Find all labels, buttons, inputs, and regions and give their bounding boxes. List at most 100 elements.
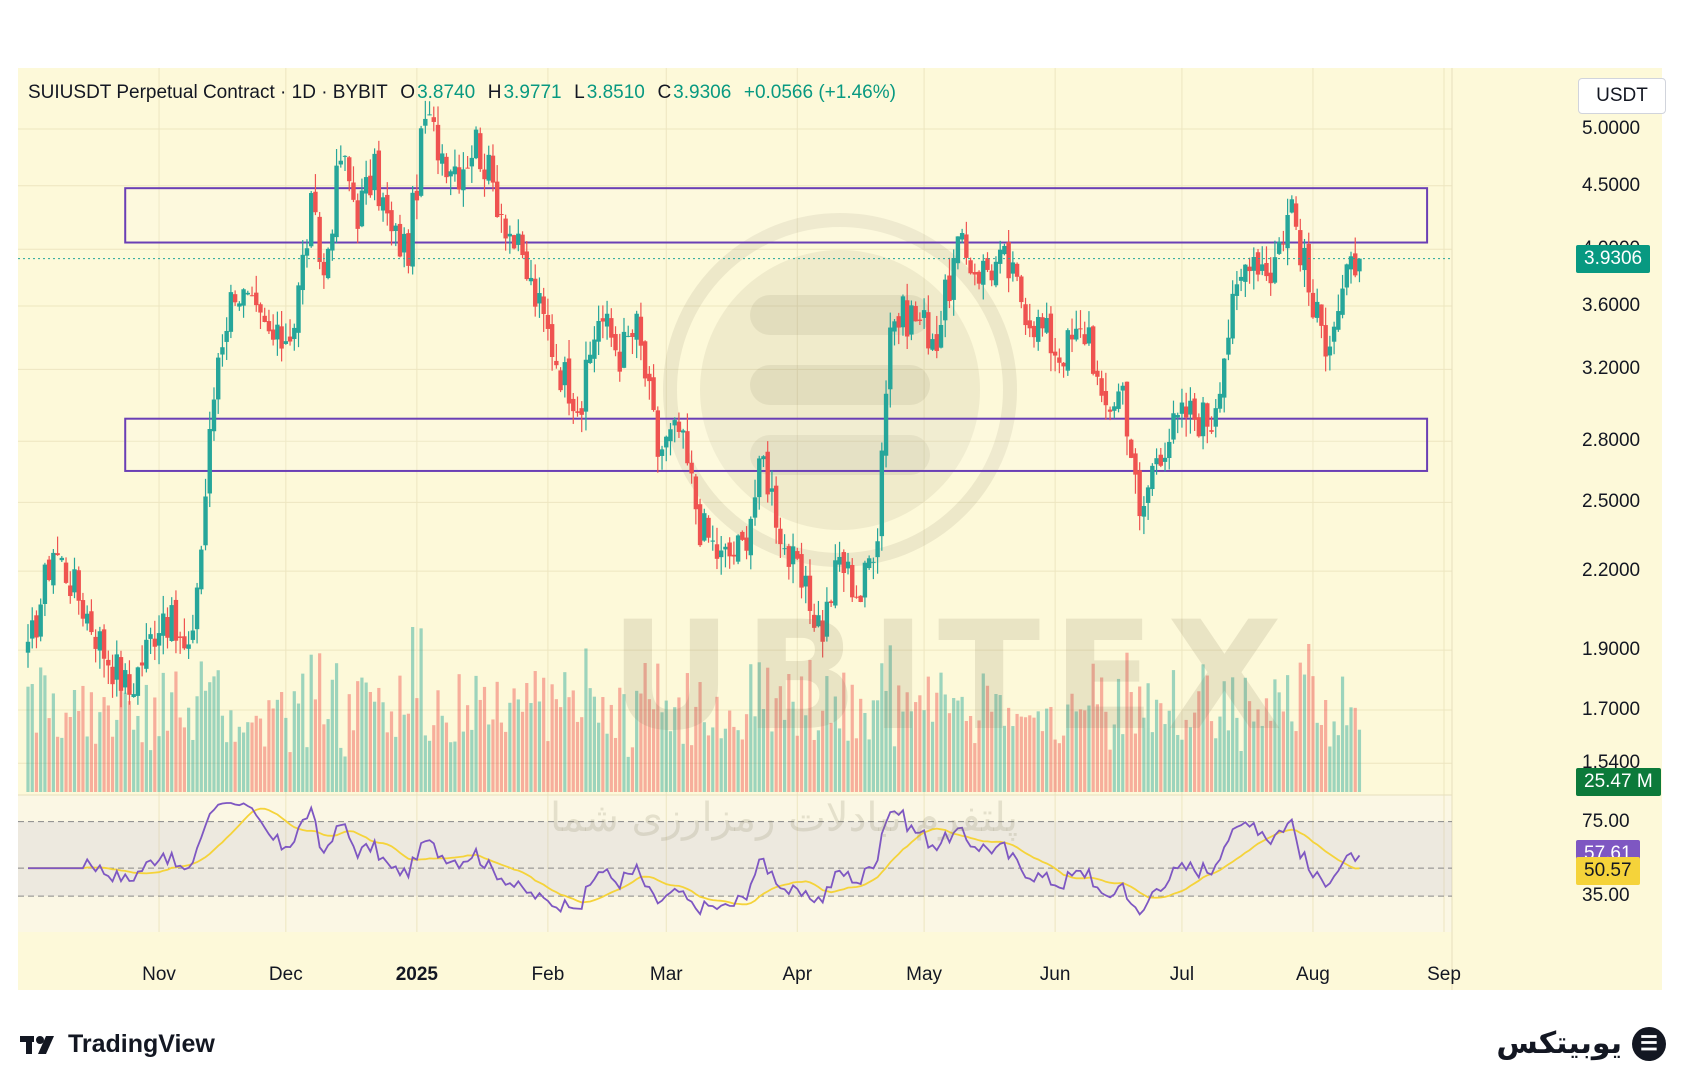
- candle: [879, 442, 885, 551]
- volume-bar: [871, 700, 875, 792]
- volume-bar: [157, 736, 161, 792]
- time-tick-label: Mar: [649, 964, 683, 985]
- volume-bar: [296, 703, 301, 792]
- candle-body: [241, 289, 246, 306]
- candle-body: [1327, 346, 1333, 356]
- candle: [423, 100, 428, 134]
- candle: [410, 186, 415, 275]
- candle: [545, 298, 551, 341]
- candle: [156, 615, 162, 665]
- candle: [1116, 383, 1121, 413]
- candle: [537, 277, 542, 318]
- candle-body: [1069, 334, 1075, 340]
- symbol-title[interactable]: SUIUSDT Perpetual Contract · 1D · BYBIT: [28, 82, 388, 103]
- candle: [930, 333, 935, 351]
- currency-unit-button[interactable]: USDT: [1578, 78, 1666, 114]
- volume-bar: [195, 696, 199, 792]
- volume-bar: [1091, 663, 1095, 792]
- volume-bar: [1269, 720, 1273, 792]
- candle: [761, 455, 766, 468]
- volume-bar: [1294, 731, 1298, 792]
- candle: [287, 319, 293, 346]
- candle-body: [621, 331, 627, 368]
- volume-bar: [1286, 675, 1290, 792]
- candle-body: [1179, 402, 1185, 414]
- candle-body: [533, 278, 538, 307]
- candle: [161, 595, 166, 655]
- volume-bar: [495, 681, 499, 792]
- candle: [862, 560, 868, 608]
- candle: [97, 626, 103, 669]
- candle: [1323, 307, 1328, 372]
- candle-body: [173, 599, 179, 641]
- volume-bar: [1222, 681, 1226, 792]
- candle: [216, 352, 221, 414]
- candle: [1023, 297, 1028, 335]
- volume-bar: [301, 673, 305, 792]
- candle: [304, 239, 310, 268]
- volume-bar: [470, 729, 474, 792]
- volume-bar: [998, 695, 1002, 792]
- volume-bar: [51, 693, 55, 792]
- candle: [1061, 362, 1066, 378]
- candle: [499, 203, 504, 233]
- candle: [917, 312, 923, 325]
- volume-bar: [1171, 670, 1176, 792]
- candle: [435, 106, 441, 175]
- volume-bar: [1197, 691, 1201, 792]
- candle-body: [1222, 358, 1227, 398]
- candle-body: [1268, 272, 1273, 284]
- price-tick-label: 3.2000: [1582, 358, 1641, 380]
- volume-bar: [1108, 749, 1112, 792]
- candle: [380, 192, 386, 222]
- candle: [110, 654, 115, 698]
- candle: [186, 631, 191, 659]
- candle-body: [1019, 276, 1024, 303]
- candle: [1260, 246, 1265, 276]
- candle-body: [131, 694, 136, 697]
- volume-bar: [597, 722, 601, 792]
- volume-bar: [914, 702, 918, 792]
- candle-body: [1175, 415, 1180, 418]
- candle-body: [904, 300, 910, 337]
- volume-bar: [719, 738, 723, 792]
- candle-body: [993, 261, 999, 286]
- volume-bar: [626, 756, 630, 792]
- candle: [528, 259, 534, 286]
- candle: [719, 536, 724, 575]
- high-label: H: [487, 82, 502, 103]
- volume-bar: [829, 722, 833, 792]
- candle-body: [1044, 318, 1049, 333]
- volume-bar: [351, 730, 356, 792]
- volume-bar: [918, 695, 922, 792]
- candle-body: [1336, 311, 1341, 330]
- volume-bar: [394, 736, 398, 792]
- candle-body: [1099, 378, 1104, 396]
- volume-bar: [432, 725, 436, 792]
- volume-bar: [990, 711, 994, 792]
- candle-body: [964, 234, 969, 258]
- candle-body: [520, 234, 525, 256]
- volume-bar: [715, 696, 719, 792]
- candle-body: [837, 556, 842, 565]
- candle-body: [1052, 351, 1058, 356]
- candle: [1205, 402, 1210, 444]
- candle-body: [1036, 316, 1041, 342]
- candle: [232, 290, 238, 306]
- candle-body: [757, 458, 762, 498]
- candle-body: [820, 620, 825, 642]
- candle: [845, 552, 851, 575]
- candle: [888, 312, 893, 408]
- volume-bar: [1154, 699, 1159, 792]
- tradingview-logo[interactable]: TradingView: [20, 1030, 215, 1059]
- candle: [638, 302, 644, 361]
- volume-bar: [770, 731, 774, 792]
- candle-body: [228, 292, 234, 332]
- ubitex-brand: یوبیتکس ☰: [1496, 1026, 1666, 1061]
- candle: [828, 599, 834, 608]
- candle-body: [177, 636, 183, 638]
- candle-body: [473, 129, 479, 159]
- candle: [1344, 263, 1349, 296]
- candle-body: [1247, 266, 1252, 272]
- candle-body: [1200, 402, 1206, 437]
